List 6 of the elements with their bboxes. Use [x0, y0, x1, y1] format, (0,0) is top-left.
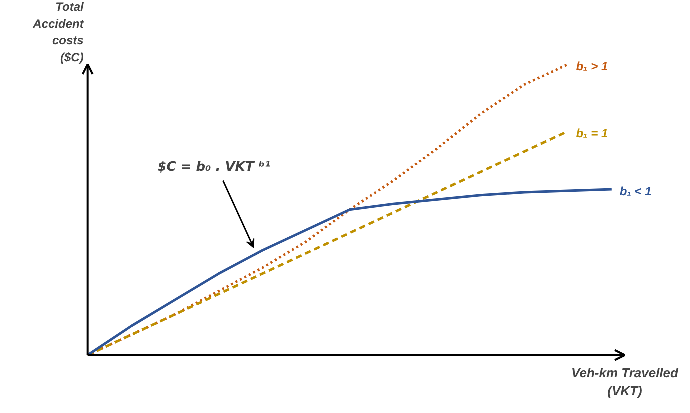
series-label: b₁ = 1 [576, 126, 608, 140]
series-label: b₁ < 1 [620, 184, 652, 199]
x-axis-title: Veh-km Travelled (VKT) [572, 365, 680, 398]
y-axis-title: Total Accident costs ($C) [32, 0, 85, 64]
series-label: b₁ > 1 [576, 59, 608, 74]
annotation: $C = b₀ . VKT ᵇ¹ [158, 160, 271, 176]
